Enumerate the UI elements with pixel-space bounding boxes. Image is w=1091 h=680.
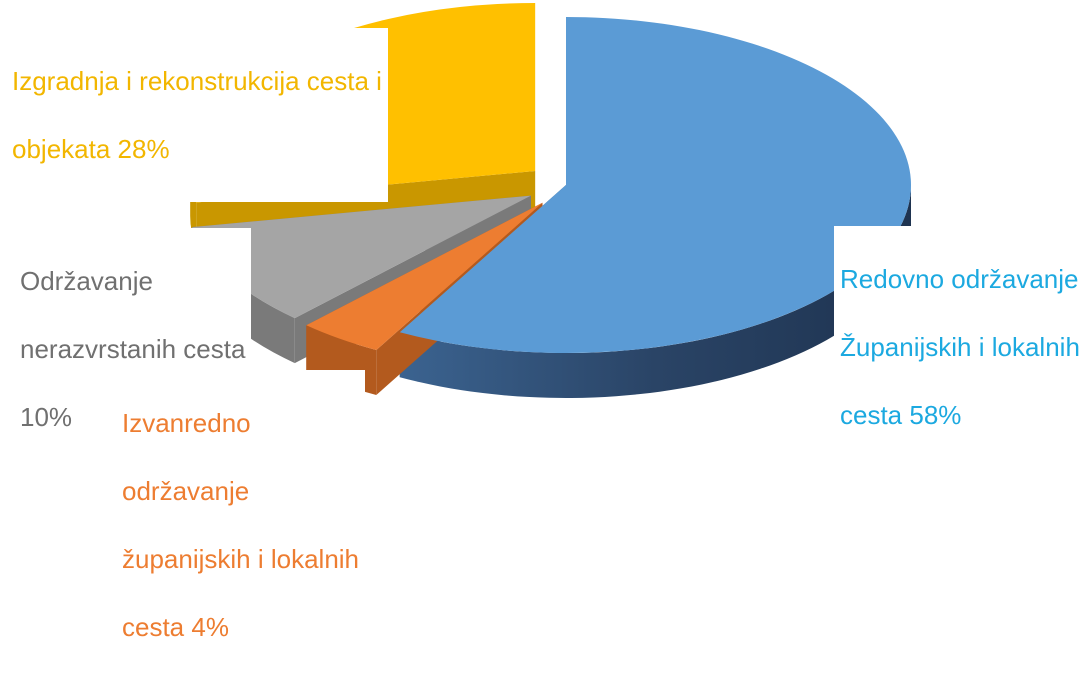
- pie-slice-1: [306, 202, 543, 351]
- label-izvanredno: Izvanredno održavanje županijskih i loka…: [116, 370, 366, 680]
- pie-slice-2: [192, 195, 531, 319]
- pie-slice-0: [399, 17, 912, 353]
- pie-slice-side-0-1: [399, 185, 911, 398]
- label-redovno: Redovno održavanje Županijskih i lokalni…: [834, 226, 1086, 468]
- label-izgradnja: Izgradnja i rekonstrukcija cesta i objek…: [6, 28, 388, 202]
